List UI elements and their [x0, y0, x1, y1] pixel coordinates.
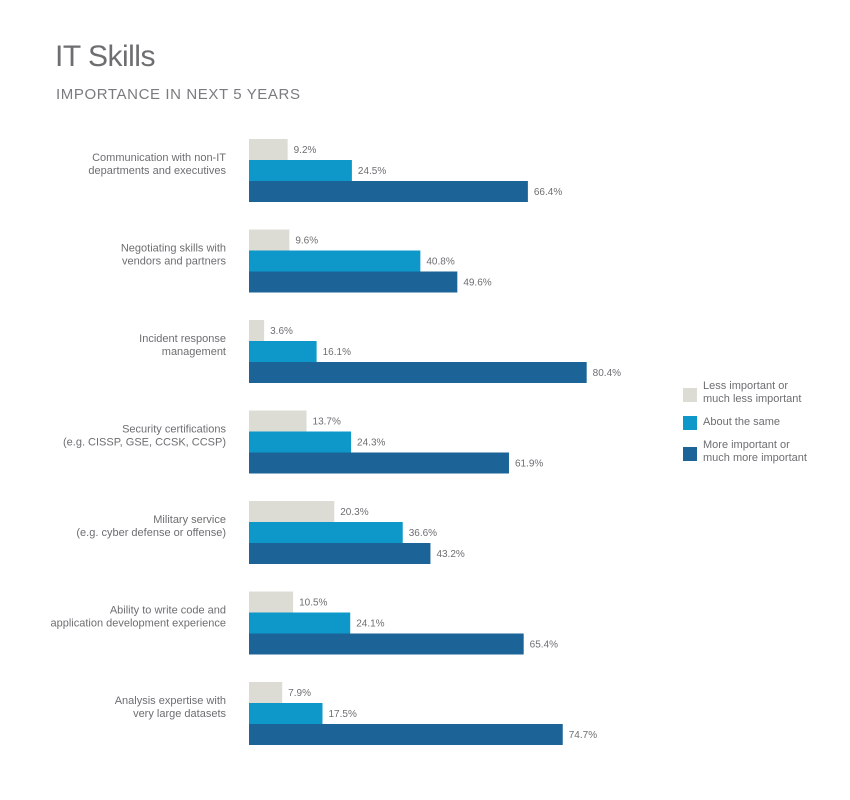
- category-label-line: Communication with non-IT: [92, 152, 226, 164]
- data-label: 9.2%: [294, 145, 317, 156]
- bar: [249, 341, 317, 362]
- category-label-line: Military service: [153, 514, 226, 526]
- bar: [249, 271, 458, 293]
- category-label-line: very large datasets: [133, 708, 226, 720]
- legend-swatch: [683, 388, 697, 402]
- category-label: Communication with non-IT departments and…: [88, 152, 226, 177]
- category-label-line: vendors and partners: [122, 256, 226, 268]
- data-label: 43.2%: [436, 549, 464, 560]
- bar: [249, 320, 265, 341]
- category-label-line: Ability to write code and: [110, 605, 226, 617]
- category-label-line: Analysis expertise with: [115, 695, 226, 707]
- legend-label: Less important or much less important: [703, 380, 802, 405]
- category-label-line: application development experience: [50, 618, 226, 630]
- data-label: 7.9%: [288, 688, 311, 699]
- category-label-line: Security certifications: [122, 424, 226, 436]
- bar: [249, 229, 290, 251]
- data-label: 80.4%: [593, 368, 621, 379]
- category-label-line: (e.g. cyber defense or offense): [76, 527, 226, 539]
- data-label: 10.5%: [299, 598, 327, 609]
- data-label: 36.6%: [409, 528, 437, 539]
- bar: [249, 703, 323, 724]
- data-label: 61.9%: [515, 459, 543, 470]
- chart-legend: Less important or much less important Abo…: [683, 380, 843, 475]
- legend-item: Less important or much less important: [683, 380, 843, 406]
- data-label: 24.3%: [357, 438, 385, 449]
- bar: [249, 724, 563, 745]
- bar: [249, 612, 351, 634]
- chart-title: IT Skills: [55, 40, 155, 73]
- data-label: 40.8%: [426, 257, 454, 268]
- category-label-line: Incident response: [139, 333, 226, 345]
- bar: [249, 591, 294, 613]
- bar: [249, 501, 335, 522]
- data-label: 16.1%: [323, 347, 351, 358]
- bar: [249, 250, 421, 272]
- bar: [249, 682, 283, 703]
- bar: [249, 452, 509, 474]
- bar: [249, 139, 288, 160]
- data-label: 9.6%: [295, 236, 318, 247]
- bar: [249, 362, 587, 383]
- category-label: Incident response management: [139, 333, 226, 358]
- category-label-line: departments and executives: [88, 165, 226, 177]
- data-label: 24.1%: [356, 619, 384, 630]
- legend-item: More important or much more important: [683, 439, 843, 465]
- bar: [249, 522, 403, 543]
- bar: [249, 431, 352, 453]
- category-label: Analysis expertise with very large datase…: [115, 695, 227, 720]
- bar: [249, 160, 352, 181]
- data-label: 66.4%: [534, 187, 562, 198]
- bar: [249, 410, 307, 432]
- data-label: 20.3%: [340, 507, 368, 518]
- data-label: 49.6%: [463, 278, 491, 289]
- bar: [249, 543, 431, 564]
- legend-label: About the same: [703, 416, 781, 428]
- bar: [249, 181, 528, 202]
- legend-label: More important or much more important: [703, 439, 807, 464]
- category-label: Military service (e.g. cyber defense or o…: [76, 514, 226, 539]
- category-label-line: (e.g. CISSP, GSE, CCSK, CCSP): [63, 437, 226, 449]
- legend-swatch: [683, 416, 697, 430]
- category-label-line: Negotiating skills with: [121, 243, 226, 255]
- data-label: 74.7%: [569, 730, 597, 741]
- data-label: 65.4%: [530, 640, 558, 651]
- category-label: Ability to write code and application dev…: [50, 605, 226, 630]
- category-label: Security certifications (e.g. CISSP, GSE,…: [63, 424, 227, 449]
- data-label: 3.6%: [270, 326, 293, 337]
- legend-swatch: [683, 447, 697, 461]
- chart-subtitle: IMPORTANCE IN NEXT 5 YEARS: [56, 86, 301, 103]
- data-label: 24.5%: [358, 166, 386, 177]
- category-label-line: management: [162, 346, 226, 358]
- category-label: Negotiating skills with vendors and partn…: [121, 243, 227, 268]
- legend-item: About the same: [683, 416, 843, 430]
- data-label: 13.7%: [313, 417, 341, 428]
- bar: [249, 633, 524, 655]
- data-label: 17.5%: [329, 709, 357, 720]
